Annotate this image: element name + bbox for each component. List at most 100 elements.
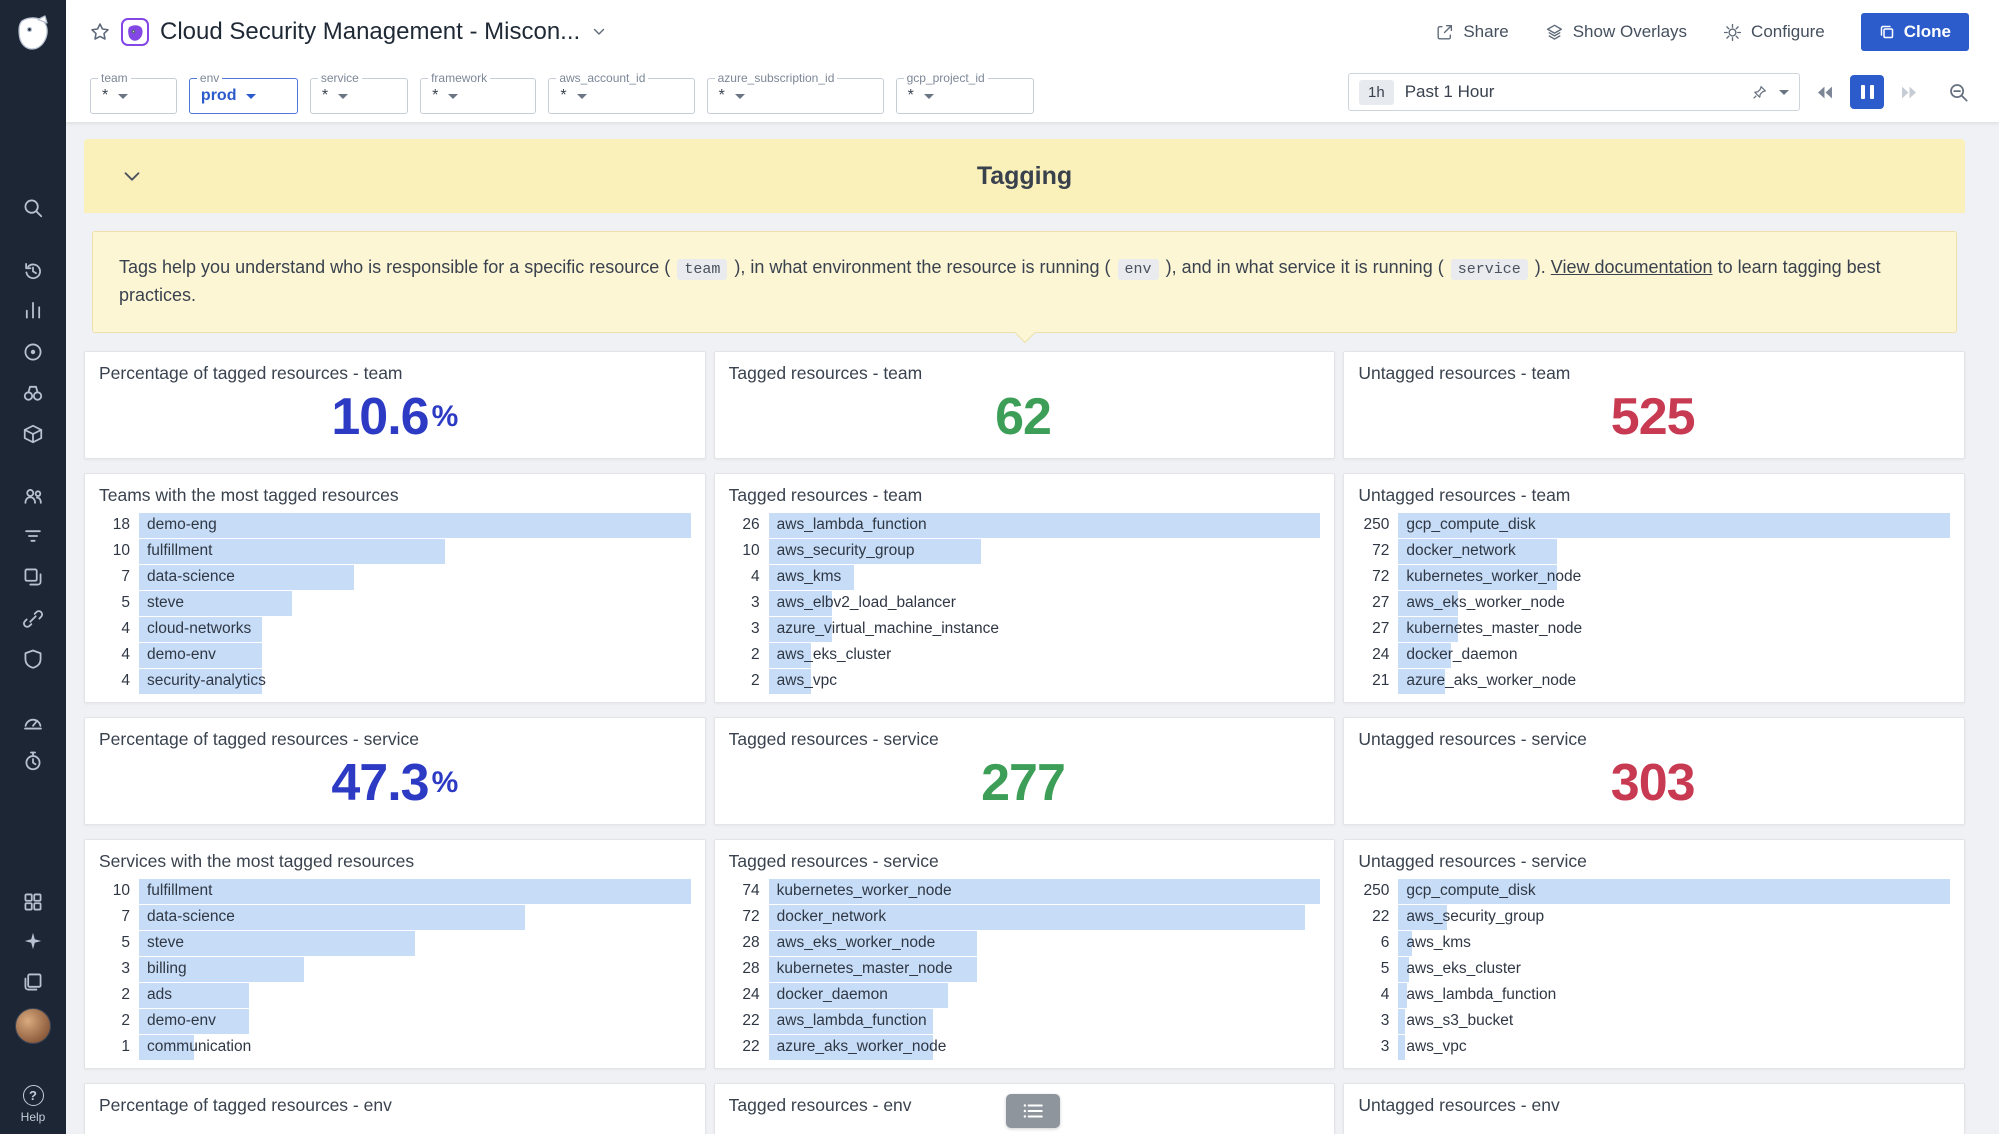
clone-button[interactable]: Clone — [1860, 13, 1969, 51]
toplist-row[interactable]: 3 aws_vpc — [1354, 1034, 1950, 1060]
monitors-icon[interactable] — [0, 710, 66, 732]
toplist-row[interactable]: 5 steve — [95, 930, 691, 956]
toplist-row[interactable]: 3 aws_elbv2_load_balancer — [725, 590, 1321, 616]
integrations-icon[interactable] — [0, 608, 66, 630]
toplist-row[interactable]: 2 aws_vpc — [725, 668, 1321, 694]
toplist-row[interactable]: 5 aws_eks_cluster — [1354, 956, 1950, 982]
toplist-row[interactable]: 4 demo-env — [95, 642, 691, 668]
toplist-row[interactable]: 27 kubernetes_master_node — [1354, 616, 1950, 642]
toplist-row[interactable]: 26 aws_lambda_function — [725, 512, 1321, 538]
toplist-row[interactable]: 27 aws_eks_worker_node — [1354, 590, 1950, 616]
extensions-icon[interactable] — [0, 891, 66, 913]
filter-team[interactable]: team*team — [90, 70, 177, 114]
view-documentation-link[interactable]: View documentation — [1550, 257, 1713, 277]
history-icon[interactable] — [0, 260, 66, 282]
filter-service[interactable]: service*service — [309, 70, 409, 114]
toplist-row[interactable]: 24 docker_daemon — [725, 982, 1321, 1008]
title-chevron-icon[interactable] — [590, 23, 608, 41]
toplist-row[interactable]: 2 aws_eks_cluster — [725, 642, 1321, 668]
zoom-out-icon[interactable] — [1948, 82, 1969, 103]
toplist-row[interactable]: 28 aws_eks_worker_node — [725, 930, 1321, 956]
filter-framework[interactable]: framework*framework — [420, 70, 537, 114]
toplist-row[interactable]: 250 gcp_compute_disk — [1354, 878, 1950, 904]
widget-teams-toplist[interactable]: Teams with the most tagged resources 18 d… — [84, 472, 706, 703]
favorite-star-icon[interactable] — [90, 22, 110, 42]
toplist-row[interactable]: 4 cloud-networks — [95, 616, 691, 642]
configure-button[interactable]: Configure — [1723, 22, 1825, 42]
help-button[interactable]: ? Help — [0, 1085, 66, 1124]
synthetics-icon[interactable] — [0, 750, 66, 772]
toplist-row[interactable]: 4 aws_kms — [725, 564, 1321, 590]
toplist-row[interactable]: 28 kubernetes_master_node — [725, 956, 1321, 982]
widget-tagged-service[interactable]: Tagged resources - service 277 — [713, 716, 1336, 825]
toplist-row[interactable]: 74 kubernetes_worker_node — [725, 878, 1321, 904]
toplist-row[interactable]: 7 data-science — [95, 564, 691, 590]
filter-env[interactable]: envprodenv — [188, 70, 298, 114]
fast-forward-icon[interactable] — [1899, 85, 1919, 100]
show-overlays-button[interactable]: Show Overlays — [1545, 22, 1687, 42]
toplist-row[interactable]: 250 gcp_compute_disk — [1354, 512, 1950, 538]
toplist-row[interactable]: 21 azure_aks_worker_node — [1354, 668, 1950, 694]
toplist-row[interactable]: 6 aws_kms — [1354, 930, 1950, 956]
apm-icon[interactable] — [0, 382, 66, 404]
widget-untagged-team-toplist[interactable]: Untagged resources - team 250 gcp_compute… — [1343, 472, 1965, 703]
toplist-row[interactable]: 3 billing — [95, 956, 691, 982]
widget-untagged-env[interactable]: Untagged resources - env — [1343, 1082, 1965, 1134]
toplist-row[interactable]: 72 docker_network — [1354, 538, 1950, 564]
toplist-row[interactable]: 18 demo-eng — [95, 512, 691, 538]
widget-untagged-team[interactable]: Untagged resources - team 525 — [1343, 350, 1965, 459]
toplist-row[interactable]: 4 aws_lambda_function — [1354, 982, 1950, 1008]
chevron-down-icon[interactable] — [1779, 89, 1789, 95]
widget-untagged-service[interactable]: Untagged resources - service 303 — [1343, 716, 1965, 825]
toplist-row[interactable]: 10 fulfillment — [95, 878, 691, 904]
filter-aws_account_id[interactable]: aws_account_id*aws_account_id — [548, 70, 695, 114]
dashboards-icon[interactable] — [0, 566, 66, 588]
notebooks-icon[interactable] — [0, 971, 66, 993]
toplist-row[interactable]: 7 data-science — [95, 904, 691, 930]
toplist-row[interactable]: 72 kubernetes_worker_node — [1354, 564, 1950, 590]
toplist-row[interactable]: 3 aws_s3_bucket — [1354, 1008, 1950, 1034]
toplist-row[interactable]: 22 aws_security_group — [1354, 904, 1950, 930]
toplist-row[interactable]: 3 azure_virtual_machine_instance — [725, 616, 1321, 642]
logs-icon[interactable] — [0, 525, 66, 547]
pause-button[interactable] — [1850, 75, 1884, 109]
widget-pct-tagged-team[interactable]: Percentage of tagged resources - team 10… — [84, 350, 706, 459]
rewind-icon[interactable] — [1815, 85, 1835, 100]
widget-tagged-team[interactable]: Tagged resources - team 62 — [713, 350, 1336, 459]
toplist-row[interactable]: 2 ads — [95, 982, 691, 1008]
org-icon[interactable] — [0, 485, 66, 507]
time-range-picker[interactable]: 1h Past 1 Hour — [1348, 73, 1800, 111]
search-icon[interactable] — [0, 197, 66, 219]
toplist-row[interactable]: 72 docker_network — [725, 904, 1321, 930]
metrics-icon[interactable] — [0, 299, 66, 321]
toplist-row[interactable]: 24 docker_daemon — [1354, 642, 1950, 668]
widget-pct-tagged-env[interactable]: Percentage of tagged resources - env — [84, 1082, 706, 1134]
page-title[interactable]: Cloud Security Management - Miscon... — [160, 18, 581, 45]
datadog-logo[interactable] — [0, 8, 66, 60]
filter-azure_subscription_id[interactable]: azure_subscription_id*azure_subscription… — [706, 70, 884, 114]
toplist-row[interactable]: 5 steve — [95, 590, 691, 616]
watchdog-icon[interactable] — [0, 341, 66, 363]
widget-list-button[interactable] — [1005, 1094, 1060, 1128]
toplist-row[interactable]: 1 communication — [95, 1034, 691, 1060]
group-header-tagging[interactable]: Tagging — [84, 139, 1965, 213]
widget-tagged-service-toplist[interactable]: Tagged resources - service 74 kubernetes_… — [713, 838, 1336, 1069]
toplist-row[interactable]: 22 azure_aks_worker_node — [725, 1034, 1321, 1060]
filter-gcp_project_id[interactable]: gcp_project_id*gcp_project_id — [895, 70, 1034, 114]
toplist-row[interactable]: 22 aws_lambda_function — [725, 1008, 1321, 1034]
share-button[interactable]: Share — [1435, 22, 1509, 42]
pin-icon[interactable] — [1751, 84, 1768, 101]
assistant-icon[interactable] — [0, 930, 66, 952]
toplist-row[interactable]: 4 security-analytics — [95, 668, 691, 694]
widget-pct-tagged-service[interactable]: Percentage of tagged resources - service… — [84, 716, 706, 825]
security-icon[interactable] — [0, 648, 66, 670]
widget-untagged-service-toplist[interactable]: Untagged resources - service 250 gcp_comp… — [1343, 838, 1965, 1069]
toplist-row[interactable]: 10 fulfillment — [95, 538, 691, 564]
toplist-row[interactable]: 2 demo-env — [95, 1008, 691, 1034]
widget-tagged-team-toplist[interactable]: Tagged resources - team 26 aws_lambda_fun… — [713, 472, 1336, 703]
infrastructure-icon[interactable] — [0, 423, 66, 445]
toplist-row[interactable]: 10 aws_security_group — [725, 538, 1321, 564]
avatar[interactable] — [0, 1008, 66, 1044]
widget-services-toplist[interactable]: Services with the most tagged resources … — [84, 838, 706, 1069]
collapse-chevron-icon[interactable] — [120, 164, 144, 188]
